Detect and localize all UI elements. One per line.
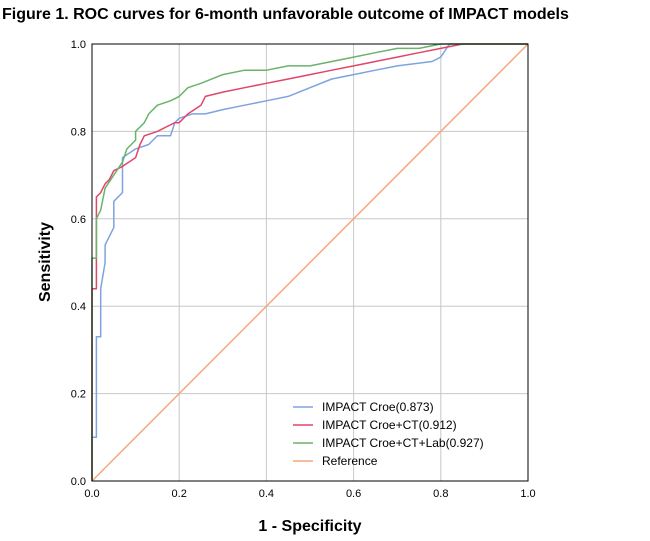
y-tick-label: 0.0 [71,476,86,488]
series-line-0 [91,43,528,481]
figure-title: Figure 1. ROC curves for 6-month unfavor… [2,6,569,23]
x-tick-label: 1.0 [520,488,535,500]
x-tick-label: 0.8 [433,488,448,500]
y-tick-label: 0.8 [71,126,86,138]
x-tick-label: 0.2 [172,488,187,500]
legend-entry: IMPACT Croe+CT(0.912) [322,418,457,432]
grid-lines [92,44,528,481]
y-ticks: 0.0 0.2 0.4 0.6 0.8 1.0 [71,39,86,488]
x-axis-label: 1 - Specificity [258,518,361,535]
y-axis-label: Sensitivity [37,222,54,302]
y-tick-label: 0.4 [71,301,86,313]
y-tick-label: 0.2 [71,389,86,401]
series-line-3 [91,43,529,482]
series-lines [91,43,529,482]
plot-border [91,43,529,482]
series-line-2 [91,43,528,481]
x-ticks: 0.0 0.2 0.4 0.6 0.8 1.0 [84,488,535,500]
y-tick-label: 0.6 [71,214,86,226]
x-tick-label: 0.4 [259,488,274,500]
series-line-1 [91,43,528,481]
y-tick-label: 1.0 [71,39,86,51]
legend-entry: IMPACT Croe+CT+Lab(0.927) [322,436,484,450]
legend-entry: Reference [322,454,378,468]
legend: IMPACT Croe(0.873) IMPACT Croe+CT(0.912) I… [293,400,484,468]
x-tick-label: 0.0 [84,488,99,500]
x-tick-label: 0.6 [346,488,361,500]
legend-entry: IMPACT Croe(0.873) [322,400,434,414]
